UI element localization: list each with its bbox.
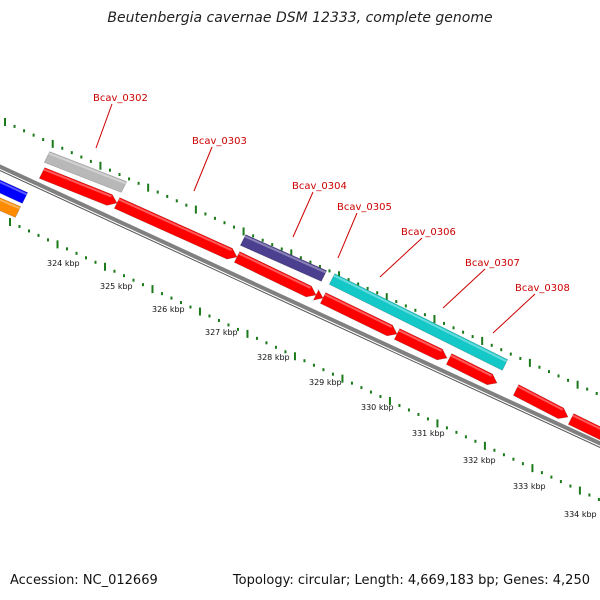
scale-label: 326 kbp [152, 305, 185, 314]
gene-bcav-0302[interactable] [43, 151, 128, 193]
gene-bcav-0307-a-highlight [324, 293, 393, 328]
gene-bcav-0307-highlight [398, 329, 443, 352]
gene-bcav-0303[interactable] [113, 197, 238, 260]
gene-label-leader [193, 146, 213, 192]
scale-label: 331 kbp [412, 429, 445, 438]
scale-label: 325 kbp [100, 282, 133, 291]
scale-label: 327 kbp [205, 328, 238, 337]
gene-bcav-0303-a[interactable] [38, 167, 118, 206]
gene-bcav-0302-highlight [48, 152, 127, 185]
gene-bcav-0305[interactable] [233, 251, 317, 298]
gene-right-1[interactable] [512, 384, 569, 419]
gene-label[interactable]: Bcav_0306 [401, 227, 456, 238]
gene-label-leader [379, 237, 423, 278]
gene-bcav-0306-highlight [333, 274, 508, 363]
gene-bcav-0308-highlight [450, 354, 493, 377]
backbone-line [0, 164, 600, 446]
accession-text: Accession: NC_012669 [10, 573, 158, 588]
gene-partial-orange-highlight [0, 198, 21, 210]
gene-small[interactable] [311, 288, 324, 301]
gene-label-leader [337, 212, 358, 259]
gene-partial-blue-highlight [0, 181, 28, 196]
gene-bcav-0305-highlight [238, 252, 312, 289]
gene-bcav-0303-highlight [118, 198, 232, 252]
gene-bcav-0304-highlight [244, 235, 327, 274]
gene-label[interactable]: Bcav_0307 [465, 258, 520, 269]
map-title: Beutenbergia cavernae DSM 12333, complet… [107, 10, 493, 26]
gene-bcav-0308[interactable] [445, 353, 498, 386]
gene-labels: Bcav_0302 Bcav_0303 Bcav_0304 Bcav_0305 Bcav… [93, 93, 570, 334]
gene-bcav-0304[interactable] [239, 234, 328, 282]
gene-bcav-0303-a-highlight [43, 168, 112, 198]
gene-bcav-0307-a[interactable] [319, 292, 398, 337]
gene-label-leader [492, 293, 536, 334]
scale-label: 332 kbp [463, 456, 496, 465]
inner-tick-ring [9, 218, 600, 501]
gene-label[interactable]: Bcav_0302 [93, 93, 148, 104]
gene-label[interactable]: Bcav_0303 [192, 136, 247, 147]
gene-partial-orange[interactable] [0, 195, 22, 218]
scale-label: 328 kbp [257, 353, 290, 362]
gene-features [0, 151, 600, 444]
gene-label-leader [95, 103, 113, 149]
gene-right-2-highlight [572, 414, 600, 430]
gene-label[interactable]: Bcav_0308 [515, 283, 570, 294]
genome-backbone [0, 164, 600, 448]
scale-label: 334 kbp [564, 510, 597, 519]
backbone-line-shadow [0, 170, 600, 448]
scale-label: 330 kbp [361, 403, 394, 412]
gene-partial-blue[interactable] [0, 177, 29, 204]
gene-bcav-0306[interactable] [328, 273, 509, 371]
gene-right-2[interactable] [567, 413, 600, 444]
gene-label-leader [442, 268, 486, 309]
gene-bcav-0307[interactable] [393, 328, 448, 361]
gene-label[interactable]: Bcav_0304 [292, 181, 347, 192]
topology-text: Topology: circular; Length: 4,669,183 bp… [232, 573, 590, 588]
scale-label: 333 kbp [513, 482, 546, 491]
scale-labels: 324 kbp 325 kbp 326 kbp 327 kbp 328 kbp 329 k… [47, 259, 597, 519]
scale-label: 329 kbp [309, 378, 342, 387]
gene-label-leader [292, 191, 314, 238]
outer-tick-ring [4, 118, 598, 395]
gene-right-1-highlight [517, 385, 564, 411]
scale-label: 324 kbp [47, 259, 80, 268]
gene-label[interactable]: Bcav_0305 [337, 202, 392, 213]
